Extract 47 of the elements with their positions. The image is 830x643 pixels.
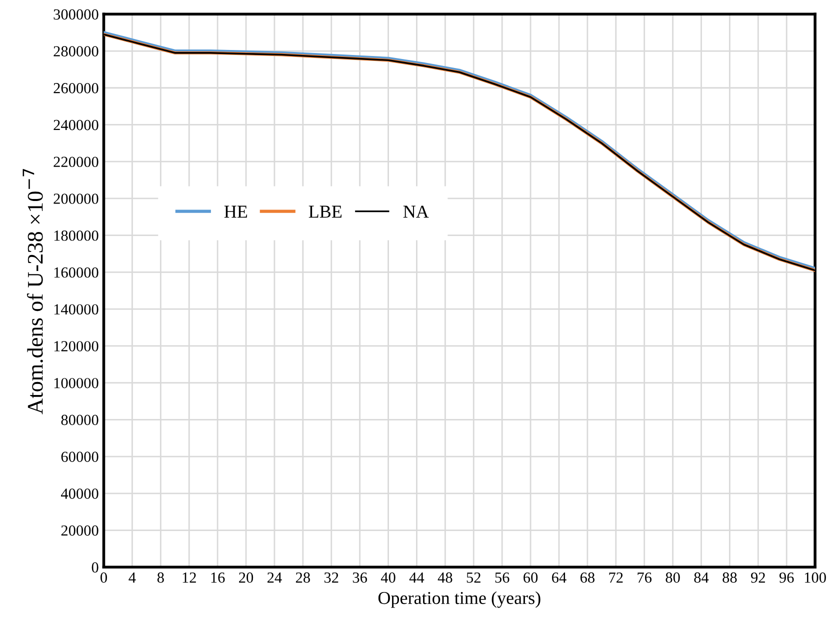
legend-label: NA [403, 206, 429, 218]
y-tick-label: 20000 [61, 525, 98, 536]
x-tick-label: 12 [182, 572, 196, 583]
y-tick-label: 180000 [54, 230, 98, 241]
x-tick-label: 72 [609, 572, 623, 583]
y-tick-label: 300000 [54, 9, 98, 20]
y-tick-label: 200000 [54, 194, 98, 204]
x-tick-label: 80 [666, 572, 680, 583]
x-tick-label: 16 [211, 572, 225, 583]
y-axis-title: Atom.dens of U-238 ×10$^{−7}$ [22, 168, 43, 414]
x-tick-label: 40 [380, 572, 396, 583]
y-tick-label: 0 [92, 562, 98, 573]
y-tick-label: 40000 [60, 488, 98, 499]
x-tick-label: 28 [296, 572, 310, 583]
legend-label: LBE [308, 206, 342, 218]
y-tick-label: 220000 [54, 156, 98, 168]
x-tick-label: 4 [128, 572, 136, 583]
x-tick-label: 76 [638, 572, 652, 583]
x-tick-label: 0 [100, 572, 107, 583]
y-tick-label: 240000 [54, 120, 98, 130]
x-tick-label: 48 [438, 572, 452, 583]
y-tick-label: 260000 [54, 83, 98, 94]
x-tick-label: 20 [239, 572, 254, 583]
x-axis-title: Operation time (years) [378, 591, 540, 608]
y-tick-label: 280000 [54, 46, 98, 56]
y-tick-label: 80000 [61, 414, 98, 426]
x-tick-label: 84 [694, 572, 709, 583]
y-tick-label: 120000 [54, 341, 98, 352]
x-tick-label: 68 [580, 572, 594, 583]
x-tick-label: 60 [524, 572, 538, 583]
x-tick-label: 36 [352, 572, 368, 583]
y-tick-label: 60000 [61, 452, 98, 462]
x-tick-label: 88 [722, 572, 737, 583]
y-tick-label: 100000 [54, 378, 98, 388]
x-tick-label: 96 [779, 572, 794, 583]
x-tick-label: 56 [495, 572, 510, 583]
x-tick-label: 52 [466, 572, 480, 583]
x-tick-label: 24 [267, 572, 282, 583]
x-tick-label: 8 [157, 572, 164, 583]
x-tick-label: 64 [552, 572, 566, 583]
x-tick-label: 100 [804, 572, 826, 583]
x-tick-label: 32 [324, 572, 338, 583]
x-tick-label: 44 [409, 572, 424, 583]
y-tick-label: 140000 [54, 304, 98, 315]
legend-label: HE [224, 206, 248, 218]
x-tick-label: 92 [751, 572, 765, 583]
y-tick-label: 160000 [54, 267, 98, 278]
